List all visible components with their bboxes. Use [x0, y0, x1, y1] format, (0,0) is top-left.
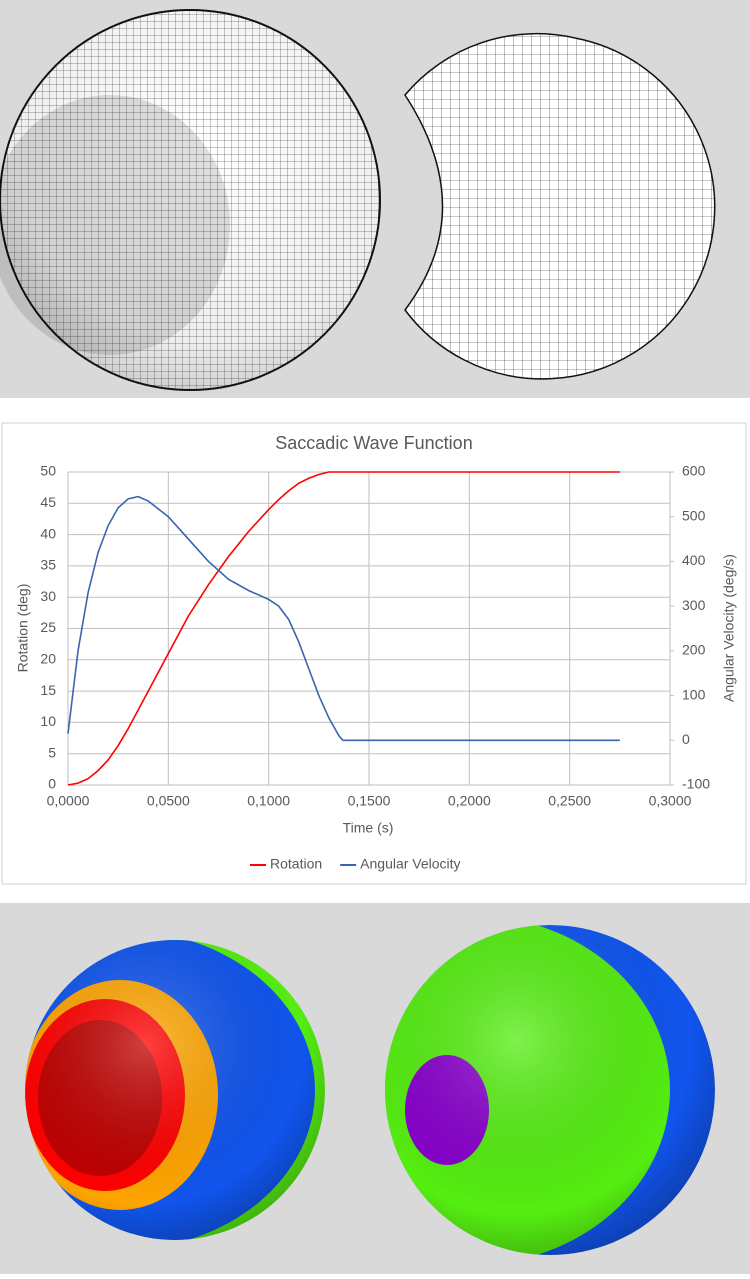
mesh-cavity: [0, 95, 230, 355]
y2-tick-label: -100: [682, 776, 710, 792]
chart-title: Saccadic Wave Function: [275, 433, 472, 453]
series-line: [67, 471, 620, 786]
sphere-regions-right: [385, 925, 715, 1255]
y-tick-label: 25: [40, 619, 56, 635]
x-tick-label: 0,3000: [649, 793, 692, 809]
y-axis-title: Rotation (deg): [15, 584, 31, 673]
y2-tick-label: 600: [682, 463, 706, 479]
y2-tick-label: 300: [682, 597, 706, 613]
y-tick-label: 40: [40, 525, 56, 541]
x-tick-label: 0,2000: [448, 793, 491, 809]
y-tick-label: 50: [40, 463, 56, 479]
y-tick-label: 5: [48, 744, 56, 760]
x-axis-title: Time (s): [343, 820, 394, 836]
y-tick-label: 10: [40, 713, 56, 729]
legend-label: Angular Velocity: [360, 856, 460, 872]
y-tick-label: 20: [40, 651, 56, 667]
y2-axis-title: Angular Velocity (deg/s): [721, 554, 737, 702]
y-tick-label: 15: [40, 682, 56, 698]
x-tick-label: 0,0000: [47, 793, 90, 809]
y-tick-label: 45: [40, 494, 56, 510]
section-mesh-lines: [404, 32, 716, 380]
x-tick-label: 0,1000: [247, 793, 290, 809]
x-tick-label: 0,0500: [147, 793, 190, 809]
sphere-mesh-lines: [0, 9, 381, 391]
plot: 0 5 10 15 20 25 30 35 40 45 50 -100 0 100 200 300 400 500…: [40, 463, 710, 872]
legend-label: Rotation: [270, 856, 322, 872]
x-tick-label: 0,2500: [548, 793, 591, 809]
y-tick-label: 30: [40, 588, 56, 604]
y2-tick-label: 400: [682, 552, 706, 568]
x-tick-label: 0,1500: [348, 793, 391, 809]
y2-tick-label: 0: [682, 731, 690, 747]
y2-tick-label: 100: [682, 686, 706, 702]
y-tick-label: 0: [48, 776, 56, 792]
chart-panel: [1, 422, 747, 885]
series-line: [67, 495, 620, 742]
y-tick-label: 35: [40, 557, 56, 573]
y2-tick-label: 200: [682, 642, 706, 658]
sphere-regions-left: [25, 940, 325, 1240]
y2-tick-label: 500: [682, 507, 706, 523]
